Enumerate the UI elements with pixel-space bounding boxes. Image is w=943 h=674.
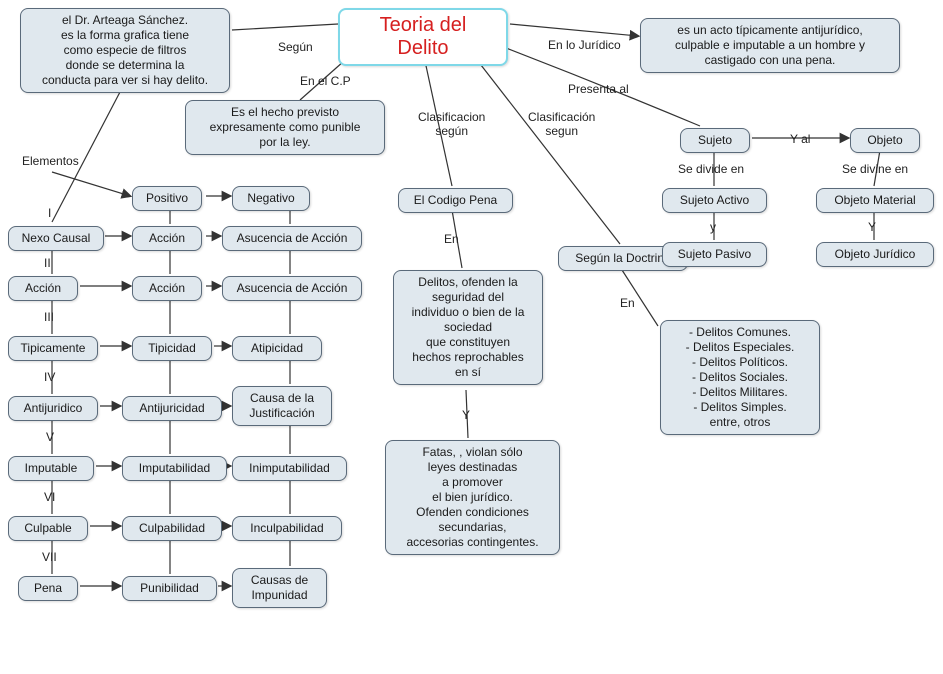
node-n_positivo: Positivo xyxy=(132,186,202,211)
edge-label-l_i: I xyxy=(48,206,51,220)
node-n_objeto: Objeto xyxy=(850,128,920,153)
node-n_atipic: Atipicidad xyxy=(232,336,322,361)
node-n_arteaga: el Dr. Arteaga Sánchez.es la forma grafi… xyxy=(20,8,230,93)
edge-label-l_y3: Y xyxy=(868,220,876,234)
node-n_imputab: Imputabilidad xyxy=(122,456,227,481)
edge-label-l_iv: IV xyxy=(44,370,55,384)
edge-label-l_iii: III xyxy=(44,310,54,324)
node-n_objjur: Objeto Jurídico xyxy=(816,242,934,267)
edge-label-l_y2: y xyxy=(710,220,716,234)
node-n_juridico: es un acto típicamente antijurídico,culp… xyxy=(640,18,900,73)
edge-label-l_presenta: Presenta al xyxy=(568,82,629,96)
edge-label-l_en_jur: En lo Jurídico xyxy=(548,38,621,52)
node-n_codpenal: El Codigo Pena xyxy=(398,188,513,213)
edge-label-l_elem: Elementos xyxy=(22,154,79,168)
node-n_punib: Punibilidad xyxy=(122,576,217,601)
node-n_sujpas: Sujeto Pasivo xyxy=(662,242,767,267)
edge-label-l_en2: En xyxy=(620,296,635,310)
node-n_sujact: Sujeto Activo xyxy=(662,188,767,213)
node-n_delitos: Delitos, ofenden laseguridad delindividu… xyxy=(393,270,543,385)
edge-label-l_y: Y xyxy=(462,408,470,422)
node-n_antijur: Antijuridico xyxy=(8,396,98,421)
node-n_listdel: - Delitos Comunes.- Delitos Especiales.-… xyxy=(660,320,820,435)
node-n_antijur2: Antijuricidad xyxy=(122,396,222,421)
node-n_causasimp: Causas deImpunidad xyxy=(232,568,327,608)
edge-label-l_clas2: Clasificaciónsegun xyxy=(528,110,595,138)
node-n_objmat: Objeto Material xyxy=(816,188,934,213)
edge-label-l_segun: Según xyxy=(278,40,313,54)
node-n_tipic: Tipicamente xyxy=(8,336,98,361)
edge-label-l_ii: II xyxy=(44,256,51,270)
edge-label-l_sedivide: Se divide en xyxy=(678,162,744,176)
node-n_causajust: Causa de laJustificación xyxy=(232,386,332,426)
node-n_negativo: Negativo xyxy=(232,186,310,211)
node-n_nexo: Nexo Causal xyxy=(8,226,104,251)
node-n_imputable: Imputable xyxy=(8,456,94,481)
node-n_ausencia2: Asucencia de Acción xyxy=(222,276,362,301)
node-n_accion_p1: Acción xyxy=(132,226,202,251)
edge-label-l_sedivine: Se divine en xyxy=(842,162,908,176)
edge-label-l_yal: Y al xyxy=(790,132,810,146)
node-n_inculp: Inculpabilidad xyxy=(232,516,342,541)
node-n_inimput: Inimputabilidad xyxy=(232,456,347,481)
node-n_accion_p2: Acción xyxy=(132,276,202,301)
node-n_tipicidad: Tipicidad xyxy=(132,336,212,361)
edge-label-l_vii: VII xyxy=(42,550,57,564)
edge-label-l_clas1: Clasificacionsegún xyxy=(418,110,485,138)
node-n_cp: Es el hecho previstoexpresamente como pu… xyxy=(185,100,385,155)
node-n_accion2: Acción xyxy=(8,276,78,301)
title-node: Teoria del Delito xyxy=(338,8,508,66)
node-n_culpable: Culpable xyxy=(8,516,88,541)
edge-label-l_v: V xyxy=(46,430,54,444)
node-n_ausencia1: Asucencia de Acción xyxy=(222,226,362,251)
edge-label-l_en: En xyxy=(444,232,459,246)
node-n_culpab: Culpabilidad xyxy=(122,516,222,541)
node-n_faltas: Fatas, , violan sóloleyes destinadasa pr… xyxy=(385,440,560,555)
edge-label-l_en_cp: En el C.P xyxy=(300,74,351,88)
node-n_sujeto: Sujeto xyxy=(680,128,750,153)
edge-label-l_vi: VI xyxy=(44,490,55,504)
node-n_pena: Pena xyxy=(18,576,78,601)
